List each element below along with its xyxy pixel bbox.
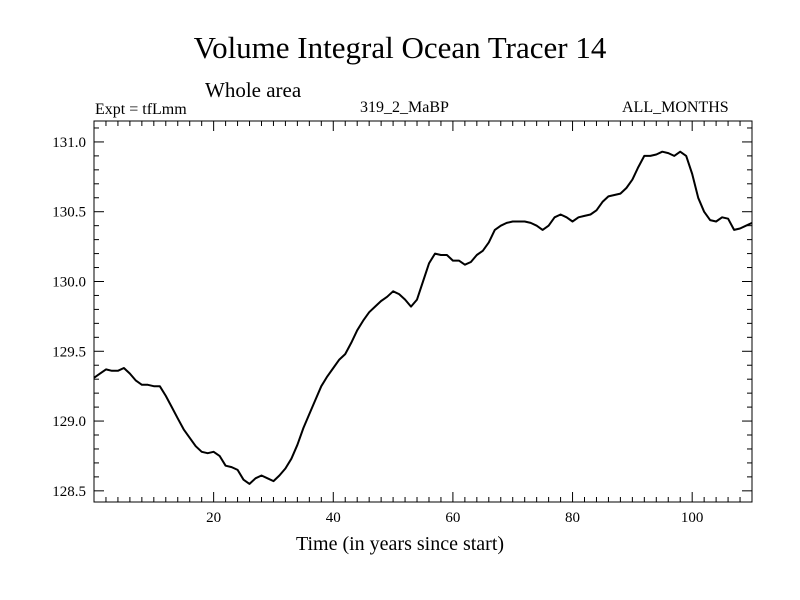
run-label: 319_2_MaBP xyxy=(360,99,449,116)
chart-title: Volume Integral Ocean Tracer 14 xyxy=(193,30,607,65)
y-tick-label: 131.0 xyxy=(52,135,86,151)
y-tick-label: 130.0 xyxy=(52,274,86,290)
series-line xyxy=(93,150,753,485)
tick-labels: 20 40 60 80 100 128.5 129.0 129.5 130.0 130.5 131.… xyxy=(52,135,703,526)
x-tick-label: 100 xyxy=(681,510,704,526)
experiment-label: Expt = tfLmm xyxy=(95,101,187,118)
y-tick-label: 129.5 xyxy=(52,344,86,360)
period-label: ALL_MONTHS xyxy=(622,99,729,116)
x-tick-label: 60 xyxy=(445,510,460,526)
y-tick-label: 128.5 xyxy=(52,484,86,500)
series-layer xyxy=(93,150,753,485)
x-tick-label: 20 xyxy=(206,510,221,526)
x-tick-label: 40 xyxy=(326,510,341,526)
x-axis-label: Time (in years since start) xyxy=(295,533,505,555)
y-tick-label: 130.5 xyxy=(52,205,86,221)
chart-subtitle: Whole area xyxy=(205,78,302,102)
y-tick-label: 129.0 xyxy=(52,414,86,430)
plot-frame xyxy=(93,120,753,503)
axis-ticks xyxy=(94,121,752,502)
x-tick-label: 80 xyxy=(565,510,580,526)
